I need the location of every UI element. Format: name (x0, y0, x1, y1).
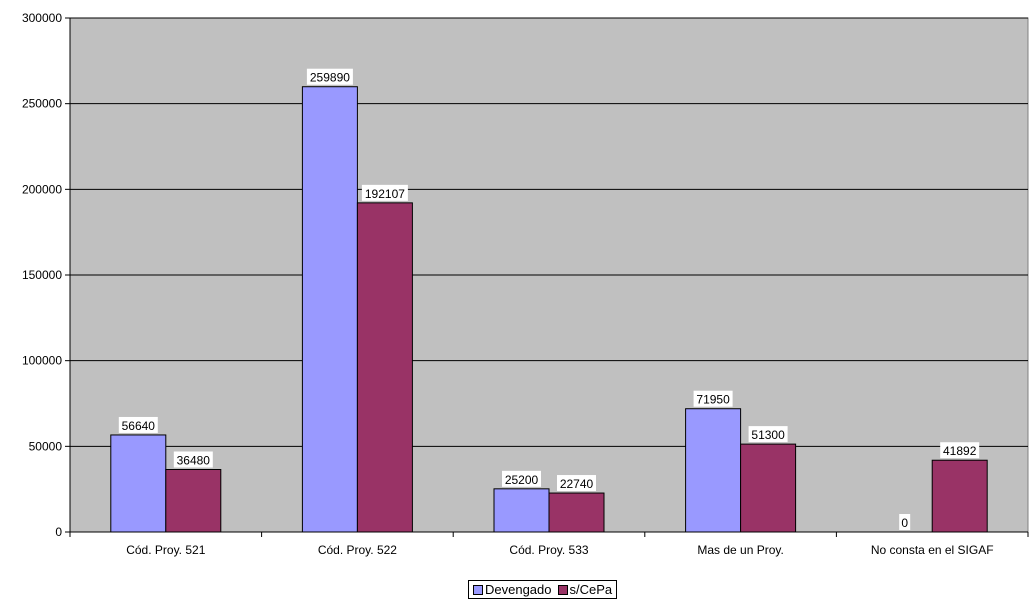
data-label: 25200 (505, 473, 539, 487)
y-tick-label: 150000 (22, 268, 62, 282)
legend-label-scepa: s/CePa (569, 582, 613, 597)
y-tick-label: 100000 (22, 354, 62, 368)
y-tick-label: 200000 (22, 182, 62, 196)
legend-swatch-devengado (473, 584, 483, 595)
data-label: 56640 (122, 419, 156, 433)
gridlines (70, 17, 1028, 447)
axes: 0 50000 100000 150000 200000 250000 300000 Cód.… (22, 11, 1029, 557)
legend-item-devengado: Devengado (473, 582, 552, 597)
data-label-bg (557, 475, 596, 492)
data-label: 36480 (177, 453, 211, 467)
bar (548, 492, 605, 533)
y-tick-label: 300000 (22, 11, 62, 25)
data-label-bg (940, 442, 980, 459)
legend-swatch-scepa (557, 584, 568, 595)
data-label-bg (361, 184, 408, 201)
bar (740, 443, 797, 533)
y-tick-label: 250000 (22, 97, 62, 111)
bar (356, 202, 413, 533)
data-labels: 56640 36480 259890 192107 25200 22740 71950 513… (118, 68, 980, 530)
data-label: 0 (901, 516, 908, 530)
data-label-bg (748, 426, 788, 443)
x-tick-label: Cód. Proy. 533 (509, 543, 588, 557)
legend: Devengado s/CePa (468, 580, 618, 599)
data-label-bg (502, 470, 541, 487)
bars (110, 86, 988, 533)
y-tick-label: 0 (55, 525, 62, 539)
data-label-bg (173, 451, 213, 468)
bar (165, 468, 222, 533)
x-tick-label: Mas de un Proy. (697, 543, 783, 557)
bar (493, 488, 550, 533)
y-tick-label: 50000 (29, 439, 63, 453)
data-label: 259890 (310, 71, 350, 85)
data-label-bg (899, 514, 911, 530)
x-tick-label: Cód. Proy. 521 (126, 543, 205, 557)
data-label: 51300 (751, 428, 785, 442)
x-tick-label: Cód. Proy. 522 (318, 543, 397, 557)
legend-label-devengado: Devengado (485, 582, 552, 597)
data-label: 192107 (365, 187, 405, 201)
bar (110, 434, 167, 533)
data-label-bg (306, 68, 353, 85)
data-label: 22740 (560, 477, 594, 491)
legend-item-scepa: s/CePa (557, 582, 613, 597)
x-tick-label: No consta en el SIGAF (871, 543, 994, 557)
data-label: 41892 (943, 444, 977, 458)
bar (931, 459, 988, 533)
data-label: 71950 (696, 393, 730, 407)
data-label-bg (693, 390, 733, 407)
data-label-bg (118, 416, 158, 433)
bar (685, 408, 742, 533)
bar (301, 86, 358, 533)
